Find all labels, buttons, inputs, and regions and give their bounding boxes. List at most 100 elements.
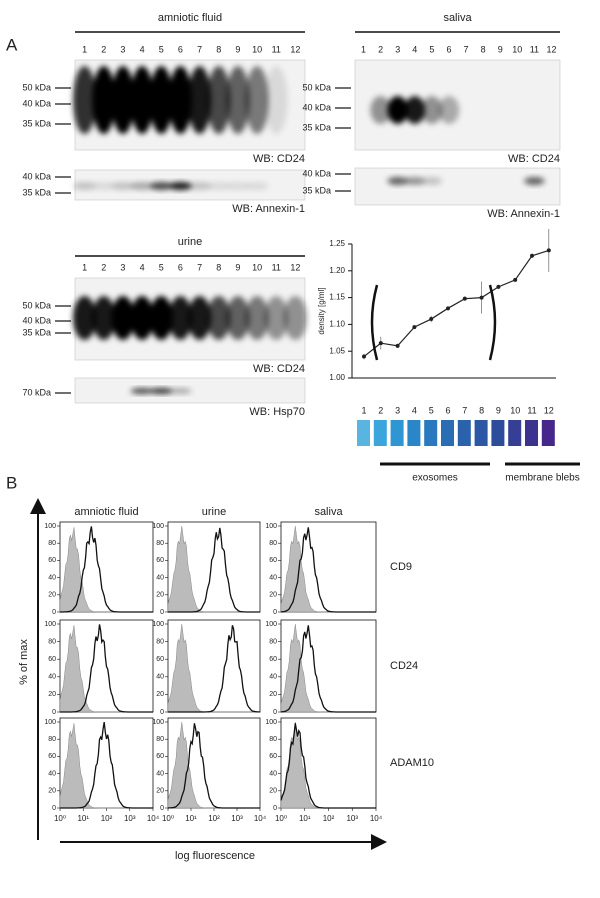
x-tick-label: 10⁰ xyxy=(54,814,66,823)
y-tick-label: 20 xyxy=(156,592,164,599)
y-tick-label: 60 xyxy=(269,753,277,760)
band xyxy=(226,182,250,190)
fraction-box xyxy=(491,420,505,446)
x-tick-label: 10¹ xyxy=(299,814,311,823)
band xyxy=(264,66,288,134)
fraction-box xyxy=(390,420,404,446)
blot-label: WB: Annexin-1 xyxy=(232,203,305,215)
blot-bands xyxy=(130,388,192,394)
marker-histogram xyxy=(280,527,376,613)
band xyxy=(149,388,173,394)
marker-label: 50 kDa xyxy=(22,82,51,92)
isotype-histogram xyxy=(280,721,376,809)
lane-number: 4 xyxy=(140,262,145,272)
marker-label: 40 kDa xyxy=(302,102,331,112)
y-tick-label: 40 xyxy=(269,574,277,581)
lane-number: 9 xyxy=(498,44,503,54)
fraction-box xyxy=(357,420,370,446)
fraction-box xyxy=(407,420,421,446)
marker-label: 35 kDa xyxy=(302,185,331,195)
lane-number: 5 xyxy=(159,262,164,272)
band xyxy=(283,296,307,340)
band xyxy=(245,182,269,190)
lane-number: 3 xyxy=(395,44,400,54)
density-point xyxy=(496,284,501,289)
y-axis-label: density [g/ml] xyxy=(317,287,326,334)
blot-title: urine xyxy=(178,236,202,248)
band xyxy=(387,177,408,185)
marker-label: 40 kDa xyxy=(22,98,51,108)
x-tick-label: 10⁴ xyxy=(254,814,267,823)
y-tick-label: 0 xyxy=(160,709,164,716)
marker-histogram xyxy=(168,527,260,613)
marker-label: 35 kDa xyxy=(22,187,51,197)
band xyxy=(111,182,135,190)
lane-number: 2 xyxy=(378,44,383,54)
band xyxy=(188,296,212,340)
isotype-histogram xyxy=(167,525,260,613)
row-label: ADAM10 xyxy=(390,757,434,769)
density-point xyxy=(395,343,400,348)
row-label: CD9 xyxy=(390,561,412,573)
y-axis-label: % of max xyxy=(18,639,30,685)
fraction-number: 1 xyxy=(361,405,366,415)
band xyxy=(421,177,443,185)
lane-number: 10 xyxy=(512,44,522,54)
fraction-number: 9 xyxy=(496,405,501,415)
band xyxy=(168,182,192,190)
y-tick-label: 40 xyxy=(48,674,56,681)
lane-number: 4 xyxy=(140,44,145,54)
y-tick-label: 0 xyxy=(52,609,56,616)
y-tick-label: 60 xyxy=(48,753,56,760)
lane-number: 7 xyxy=(197,44,202,54)
y-tick-label: 20 xyxy=(48,788,56,795)
lane-number: 8 xyxy=(216,44,221,54)
density-point xyxy=(378,341,383,346)
band xyxy=(130,182,154,190)
band xyxy=(111,296,135,340)
band xyxy=(73,182,97,190)
band xyxy=(111,66,135,134)
marker-label: 35 kDa xyxy=(22,327,51,337)
column-title: saliva xyxy=(314,506,343,518)
y-tick-label: 80 xyxy=(269,638,277,645)
marker-label: 50 kDa xyxy=(22,300,51,310)
band xyxy=(149,66,173,134)
fraction-number: 11 xyxy=(527,405,536,415)
y-tick-label: 40 xyxy=(48,574,56,581)
fraction-number: 2 xyxy=(378,405,383,415)
fraction-box xyxy=(474,420,488,446)
band xyxy=(207,296,231,340)
band xyxy=(207,66,231,134)
y-tick-label: 40 xyxy=(269,674,277,681)
y-tick-label: 80 xyxy=(48,540,56,547)
isotype-histogram xyxy=(59,625,153,713)
x-tick-label: 10² xyxy=(208,814,220,823)
y-tick-label: 100 xyxy=(265,523,277,530)
fraction-number: 3 xyxy=(395,405,400,415)
isotype-histogram xyxy=(280,623,376,713)
lane-number: 10 xyxy=(252,262,262,272)
x-tick-label: 10³ xyxy=(231,814,243,823)
band xyxy=(130,388,154,394)
y-tick-label: 1.15 xyxy=(329,293,345,302)
y-tick-label: 0 xyxy=(160,805,164,812)
y-tick-label: 20 xyxy=(156,788,164,795)
marker-histogram xyxy=(60,624,153,713)
x-tick-label: 10¹ xyxy=(185,814,197,823)
x-tick-label: 10³ xyxy=(124,814,136,823)
band xyxy=(168,388,192,394)
x-tick-label: 10⁰ xyxy=(162,814,174,823)
fraction-box xyxy=(373,420,387,446)
band xyxy=(421,96,443,124)
y-tick-label: 80 xyxy=(269,736,277,743)
fraction-number: 10 xyxy=(510,405,520,415)
density-point xyxy=(530,253,534,258)
y-tick-label: 40 xyxy=(48,770,56,777)
lane-number: 7 xyxy=(464,44,469,54)
band xyxy=(264,296,288,340)
density-point xyxy=(412,325,417,330)
lane-number: 11 xyxy=(530,44,539,54)
blot-label: WB: CD24 xyxy=(253,153,305,165)
